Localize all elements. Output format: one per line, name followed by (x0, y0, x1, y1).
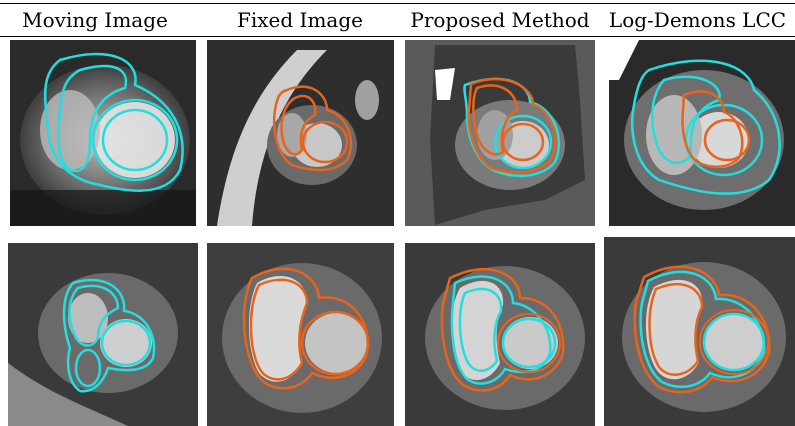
row2-log-demons-lcc (604, 237, 795, 426)
column-title-moving-image: Moving Image (22, 8, 168, 32)
row1-log-demons-lcc (609, 40, 795, 226)
row1-proposed-method (405, 40, 595, 226)
row2-moving-image (8, 243, 198, 426)
row2-proposed-method (405, 243, 595, 426)
column-title-proposed-method: Proposed Method (410, 8, 590, 32)
row1-moving-image (10, 40, 196, 226)
row2-fixed-image (207, 243, 394, 426)
row1-fixed-image (207, 40, 394, 226)
column-title-fixed-image: Fixed Image (237, 8, 363, 32)
table-header-rule (0, 36, 795, 37)
column-title-log-demons-lcc: Log-Demons LCC (608, 8, 787, 32)
table-top-rule (0, 3, 795, 4)
